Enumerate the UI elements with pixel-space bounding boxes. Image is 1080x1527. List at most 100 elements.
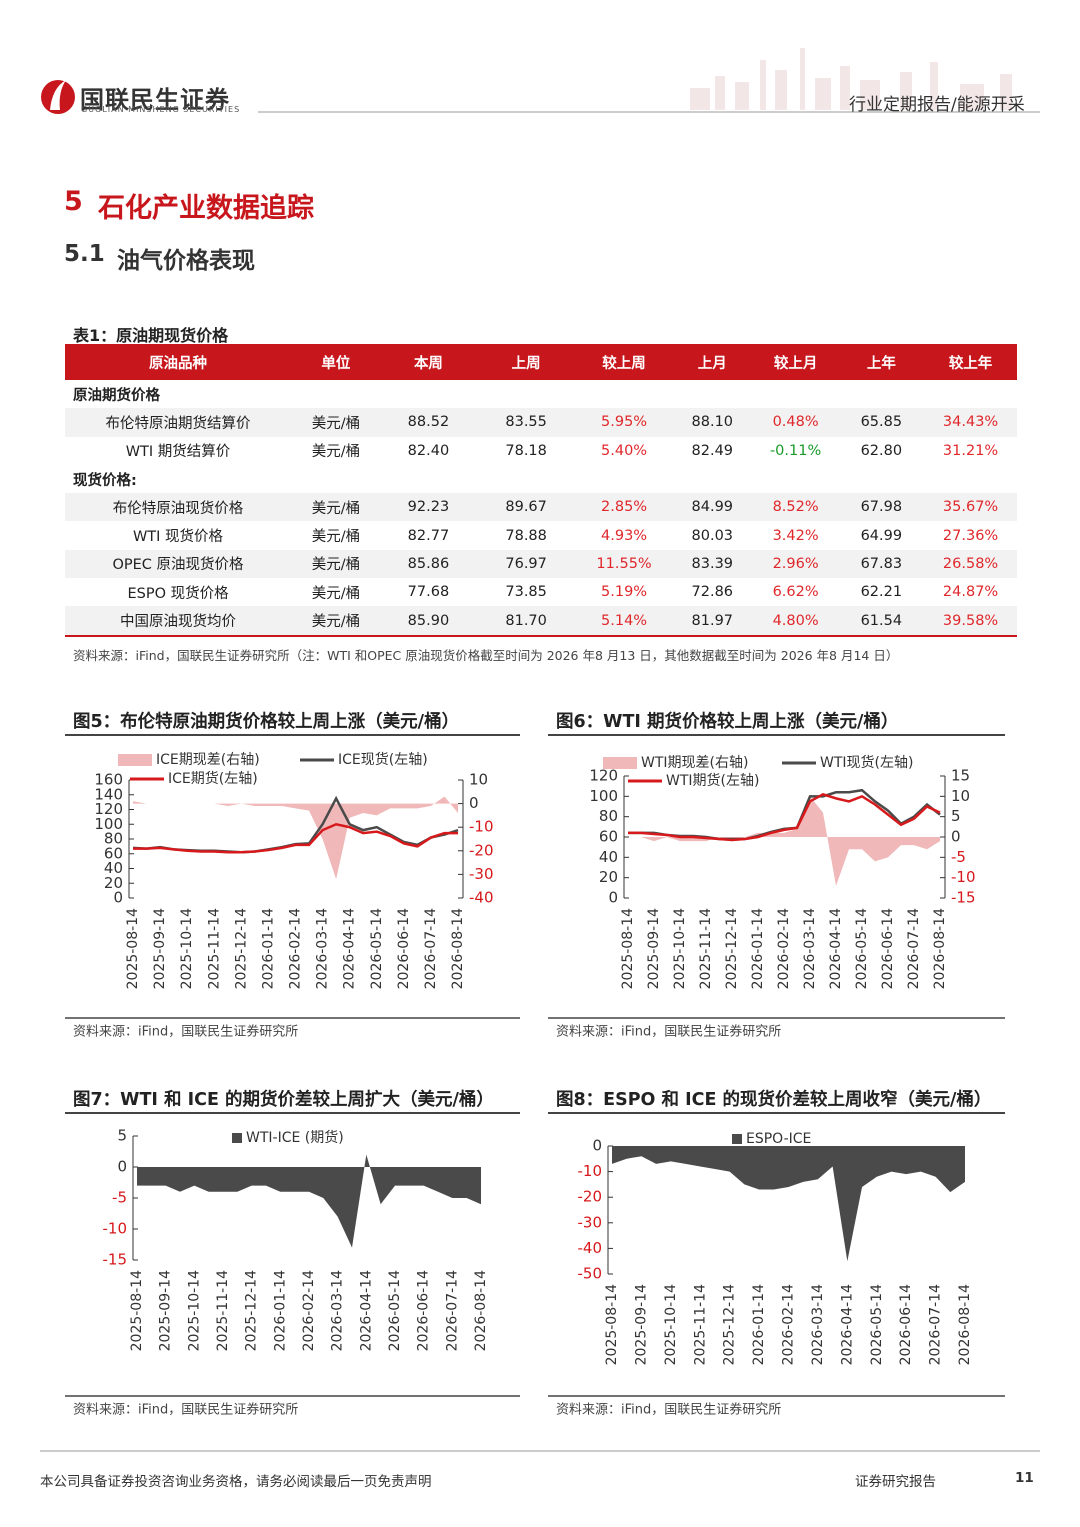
cell: 72.86: [691, 584, 734, 601]
change-cell: 24.87%: [942, 584, 999, 601]
x-tick-label: 2026-05-14: [387, 1270, 403, 1351]
cell: 73.85: [505, 584, 547, 601]
y-tick-label: -50: [578, 1265, 603, 1283]
y-tick-label: 40: [104, 859, 123, 877]
chart-title: 图6：WTI 期货价格较上周上涨（美元/桶）: [556, 711, 898, 732]
cell: 中国原油现货均价: [65, 606, 292, 637]
x-tick-label: 2025-08-14: [604, 1284, 620, 1365]
change-cell: 27.36%: [942, 527, 999, 544]
cell: 62.80: [860, 442, 903, 459]
x-tick-label: 2026-07-14: [928, 1284, 944, 1365]
y-tick-label: 0: [117, 1158, 127, 1176]
column-header: 上周: [476, 344, 577, 380]
cell: 88.52: [380, 408, 477, 437]
y-tick-label: 10: [469, 771, 488, 789]
x-tick-label: 2026-06-14: [898, 1284, 914, 1365]
x-tick-label: 2025-11-14: [692, 1284, 708, 1365]
company: 国联民生证券: [80, 86, 230, 114]
legend-label: WTI现货(左轴): [820, 754, 913, 771]
cell: 美元/桶: [291, 493, 381, 522]
y-tick-label: -5: [951, 848, 966, 866]
x-tick-label: 2025-08-14: [125, 908, 141, 989]
change-cell: 5.19%: [601, 584, 648, 601]
y-tick-label: 60: [599, 828, 618, 846]
x-tick-label: 2026-05-14: [369, 908, 385, 989]
x-tick-label: 2026-03-14: [810, 1284, 826, 1365]
x-tick-label: 2026-05-14: [854, 908, 870, 989]
change-cell: 35.67%: [924, 493, 1017, 522]
y-tick-label: -30: [469, 865, 494, 883]
y-tick-label: -10: [951, 868, 976, 886]
x-tick-label: 2026-02-14: [776, 908, 792, 989]
cell: 80.03: [691, 527, 734, 544]
x-tick-label: 2026-03-14: [802, 908, 818, 989]
x-tick-label: 2025-10-14: [186, 1270, 202, 1351]
cell: 美元/桶: [311, 585, 361, 602]
x-tick-label: 2025-12-14: [244, 1270, 260, 1351]
area-series: [137, 1154, 481, 1248]
legend-label: WTI期货(左轴): [666, 772, 759, 789]
chart-title: 图8：ESPO 和 ICE 的现货价差较上周收窄（美元/桶）: [556, 1089, 991, 1110]
area-series: [133, 796, 458, 880]
x-tick-label: 2025-10-14: [663, 1284, 679, 1365]
cell: OPEC 原油现货价格: [65, 549, 292, 579]
report-type: 行业定期报告/能源开采: [849, 95, 1025, 115]
subsection-title: 油气价格表现: [117, 248, 255, 274]
x-tick-label: 2026-08-14: [450, 908, 466, 989]
column-header: 单位: [291, 344, 381, 380]
cell: 61.54: [838, 606, 925, 637]
section-number: 5: [64, 186, 83, 217]
y-tick-label: 120: [94, 800, 123, 818]
x-tick-label: 2026-01-14: [272, 1270, 288, 1351]
change-cell: 4.93%: [601, 527, 648, 544]
x-tick-label: 2025-10-14: [179, 908, 195, 989]
cell: ESPO 现货价格: [127, 585, 229, 602]
change-cell: 5.95%: [576, 408, 672, 437]
cell: WTI 现货价格: [132, 529, 224, 546]
group-row: 原油期货价格: [65, 380, 1017, 408]
y-tick-label: 80: [599, 807, 618, 825]
cell: 美元/桶: [291, 549, 381, 579]
table-header: 原油品种 单位 本周 上周 较上周 上月 较上月 上年 较上年: [65, 344, 1017, 380]
change-cell: 31.21%: [942, 442, 999, 459]
column-header: 本周: [380, 344, 477, 380]
x-tick-label: 2026-07-14: [444, 1270, 460, 1351]
cell: 82.40: [407, 442, 450, 459]
x-tick-label: 2026-02-14: [301, 1270, 317, 1351]
price-table: 原油品种 单位 本周 上周 较上周 上月 较上月 上年 较上年 原油期货价格 布伦特原油期货结算价美…: [65, 344, 1017, 637]
table-title: 表1：原油期现货价格: [73, 326, 229, 345]
change-cell: 5.14%: [576, 606, 672, 637]
cell: 美元/桶: [311, 444, 361, 461]
x-tick-label: 2026-06-14: [880, 908, 896, 989]
y-tick-label: 140: [94, 785, 123, 803]
column-header: 上年: [838, 344, 925, 380]
footer-label: 证券研究报告: [855, 1474, 936, 1490]
y-tick-label: 0: [592, 1137, 602, 1155]
y-tick-label: 80: [104, 830, 123, 848]
data-row: WTI 期货结算价 美元/桶 82.40 78.18 5.40% 82.49 -0.11% 6…: [65, 437, 1017, 465]
logo: [41, 80, 75, 114]
x-tick-label: 2026-02-14: [781, 1284, 797, 1365]
data-row: WTI 现货价格 美元/桶 82.77 78.88 4.93% 80.03 3.42% 64.…: [65, 521, 1017, 549]
column-header: 原油品种: [65, 344, 292, 380]
x-tick-label: 2025-08-14: [620, 908, 636, 989]
x-tick-label: 2025-12-14: [233, 908, 249, 989]
data-row: 布伦特原油期货结算价 美元/桶 88.52 83.55 5.95% 88.10 0.48% 6…: [65, 408, 1017, 437]
x-tick-label: 2026-07-14: [423, 908, 439, 989]
x-tick-label: 2026-08-14: [932, 908, 948, 989]
y-tick-label: -20: [578, 1188, 603, 1206]
y-tick-label: -10: [578, 1162, 603, 1180]
x-tick-label: 2026-06-14: [396, 908, 412, 989]
y-tick-label: 0: [608, 889, 618, 907]
y-tick-label: 20: [104, 874, 123, 892]
change-cell: 2.85%: [576, 493, 672, 522]
x-tick-label: 2025-12-14: [722, 1284, 738, 1365]
y-tick-label: 120: [589, 767, 618, 785]
x-tick-label: 2025-11-14: [206, 908, 222, 989]
data-row: OPEC 原油现货价格 美元/桶 85.86 76.97 11.55% 83.39 2.96…: [65, 549, 1017, 579]
cell: 67.98: [838, 493, 925, 522]
column-header: 较上周: [576, 344, 672, 380]
change-cell: 0.48%: [752, 408, 839, 437]
